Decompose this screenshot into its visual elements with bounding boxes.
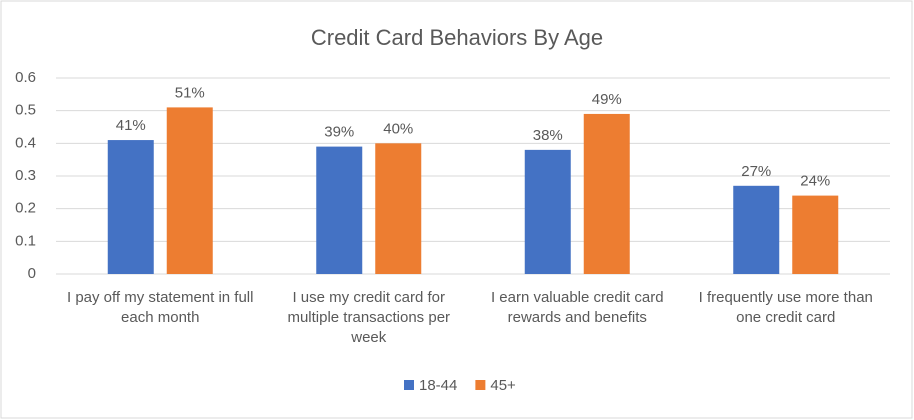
bar: [166, 107, 213, 275]
y-tick-label: 0.3: [15, 167, 36, 184]
y-tick-label: 0.6: [15, 69, 36, 86]
y-tick-label: 0.1: [15, 232, 36, 249]
y-tick-label: 0: [28, 265, 36, 282]
legend-label: 45+: [490, 377, 516, 394]
bar: [375, 143, 422, 274]
y-tick-label: 0.5: [15, 102, 36, 119]
bar: [583, 113, 630, 274]
value-label: 41%: [116, 117, 146, 134]
value-label: 51%: [175, 84, 205, 101]
bar: [107, 140, 154, 274]
legend-swatch: [404, 380, 414, 390]
bar: [316, 146, 363, 274]
chart-title: Credit Card Behaviors By Age: [311, 25, 603, 50]
value-label: 24%: [800, 173, 830, 190]
y-tick-label: 0.4: [15, 134, 36, 151]
bar: [733, 185, 780, 274]
legend-label: 18-44: [419, 377, 457, 394]
x-tick-label: I use my credit card for multiple transa…: [287, 289, 451, 346]
x-tick-label: I pay off my statement in full each mont…: [67, 289, 254, 326]
value-label: 40%: [383, 120, 413, 137]
x-tick-label: I frequently use more than one credit ca…: [698, 289, 873, 326]
legend-swatch: [475, 380, 486, 390]
value-label: 38%: [533, 127, 563, 144]
x-tick-label: I earn valuable credit card rewards and …: [490, 289, 664, 326]
value-label: 27%: [741, 163, 771, 180]
bar: [524, 149, 571, 274]
value-label: 39%: [324, 124, 354, 141]
bar: [792, 195, 839, 274]
y-tick-label: 0.2: [15, 200, 36, 217]
value-label: 49%: [592, 91, 622, 108]
